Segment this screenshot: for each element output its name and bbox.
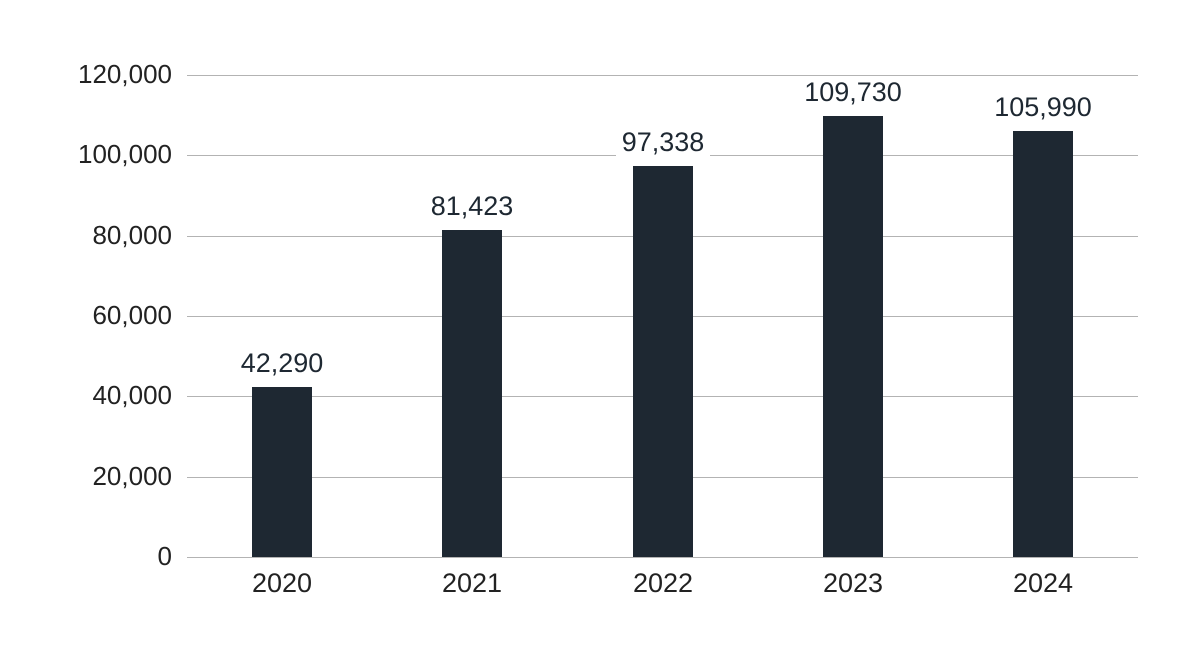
y-tick-label: 40,000 xyxy=(92,380,172,410)
data-label: 109,730 xyxy=(783,77,923,107)
x-tick-label: 2020 xyxy=(251,568,313,598)
data-label: 81,423 xyxy=(402,191,542,221)
x-tick-label: 2023 xyxy=(822,568,884,598)
x-tick-label: 2021 xyxy=(441,568,503,598)
x-tick-label: 2024 xyxy=(1012,568,1074,598)
data-label: 105,990 xyxy=(973,92,1113,122)
bar-2023 xyxy=(823,116,883,557)
data-label-text: 105,990 xyxy=(988,92,1098,122)
data-label-text: 97,338 xyxy=(615,127,711,157)
x-tick-label: 2022 xyxy=(632,568,694,598)
y-tick-label: 80,000 xyxy=(92,220,172,250)
data-label-text: 81,423 xyxy=(424,191,520,221)
bar-2020 xyxy=(252,387,312,557)
data-label-text: 109,730 xyxy=(798,77,908,107)
y-tick-label: 0 xyxy=(157,541,172,571)
bar-2022 xyxy=(633,166,693,557)
y-tick-label: 20,000 xyxy=(92,461,172,491)
y-tick-label: 100,000 xyxy=(78,139,172,169)
data-label: 97,338 xyxy=(593,127,733,157)
gridline xyxy=(187,75,1138,76)
bar-2021 xyxy=(442,230,502,557)
gridline xyxy=(187,557,1138,558)
y-tick-label: 60,000 xyxy=(92,300,172,330)
data-label: 42,290 xyxy=(212,348,352,378)
bar-2024 xyxy=(1013,131,1073,557)
data-label-text: 42,290 xyxy=(234,348,330,378)
y-tick-label: 120,000 xyxy=(78,59,172,89)
